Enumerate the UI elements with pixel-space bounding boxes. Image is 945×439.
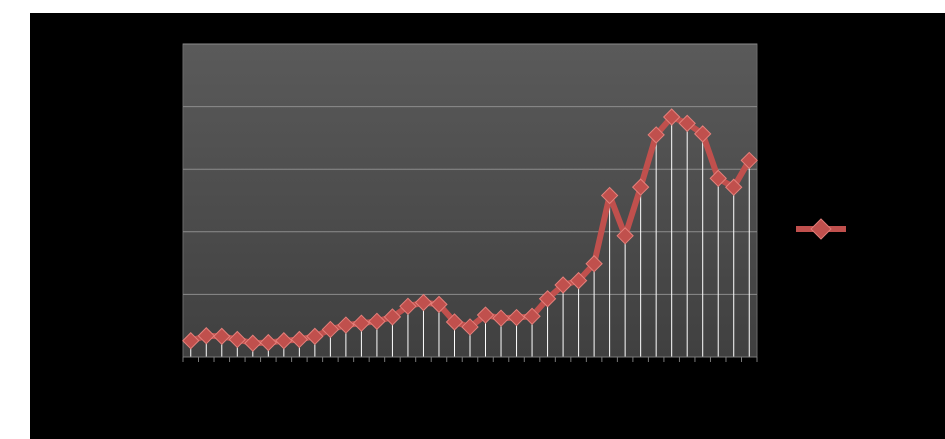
x-tick-label: 1996 [414, 367, 433, 405]
x-axis: 1981 1984 1987 1990 1993 1996 1999 2002 2005 2008… [182, 356, 759, 405]
data-point-marker [290, 330, 309, 349]
data-point-marker [213, 327, 231, 346]
data-point-marker [337, 316, 355, 334]
data-point-marker [414, 293, 433, 312]
data-point-marker [585, 255, 603, 273]
data-point-marker [352, 314, 371, 332]
y-tick-label: 200000 [112, 98, 169, 117]
y-tick-label: 0 [160, 348, 169, 367]
data-point-marker [600, 186, 619, 205]
x-tick-label: 1990 [321, 367, 340, 405]
x-tick-label: 2005 [554, 367, 573, 405]
x-tick-label: 1987 [275, 367, 294, 405]
data-point-marker [492, 309, 510, 327]
x-tick-label: 2014 [694, 367, 713, 405]
legend-label-impor: Impor [853, 220, 897, 239]
data-point-marker [197, 327, 215, 345]
y-tick-label: 250000 [112, 35, 169, 54]
x-tick-label: 1981 [182, 367, 201, 405]
data-point-marker [244, 334, 262, 352]
data-point-marker [709, 169, 727, 188]
data-point-marker [554, 276, 572, 294]
data-point-marker [678, 114, 696, 133]
data-point-marker [631, 178, 650, 196]
data-point-marker [616, 227, 634, 245]
data-point-marker [725, 178, 743, 196]
x-tick-label: 2002 [508, 367, 527, 405]
y-axis: 0 50000 100000 150000 200000 250000 [112, 35, 169, 367]
y-tick-label: 100000 [112, 223, 169, 242]
data-point-marker [538, 290, 557, 308]
data-point-marker [461, 318, 479, 336]
y-axis-label: Dalam Juta US$ [57, 135, 76, 264]
data-point-marker [647, 126, 665, 144]
data-point-marker [399, 297, 417, 316]
series-impor [182, 108, 758, 352]
plot-area [182, 43, 758, 358]
data-point-marker [228, 330, 247, 349]
y-tick-label: 50000 [122, 285, 169, 304]
data-point-marker [321, 320, 340, 339]
data-point-marker [507, 308, 526, 327]
x-tick-label: 2017 [740, 367, 759, 405]
x-tick-label: 1984 [228, 367, 247, 405]
x-tick-label: 1993 [368, 367, 387, 405]
data-point-marker [182, 332, 200, 350]
data-point-marker [259, 333, 278, 352]
legend: Impor [796, 218, 897, 240]
data-point-marker [693, 125, 712, 143]
x-tick-label: 2011 [647, 367, 666, 404]
data-point-marker [523, 307, 541, 326]
y-tick-label: 150000 [112, 160, 169, 179]
data-point-marker [445, 313, 464, 331]
data-point-marker [662, 108, 681, 126]
data-point-marker [275, 332, 293, 350]
data-point-marker [383, 308, 402, 326]
legend-marker [810, 218, 832, 240]
data-point-marker [368, 312, 386, 331]
data-point-marker [569, 271, 588, 290]
data-point-marker [740, 151, 758, 170]
gridlines [183, 43, 757, 295]
data-point-marker [306, 327, 324, 346]
x-tick-label: 1999 [461, 367, 480, 405]
data-point-marker [476, 306, 495, 324]
data-point-marker [430, 295, 448, 314]
x-tick-label: 2008 [601, 367, 620, 405]
